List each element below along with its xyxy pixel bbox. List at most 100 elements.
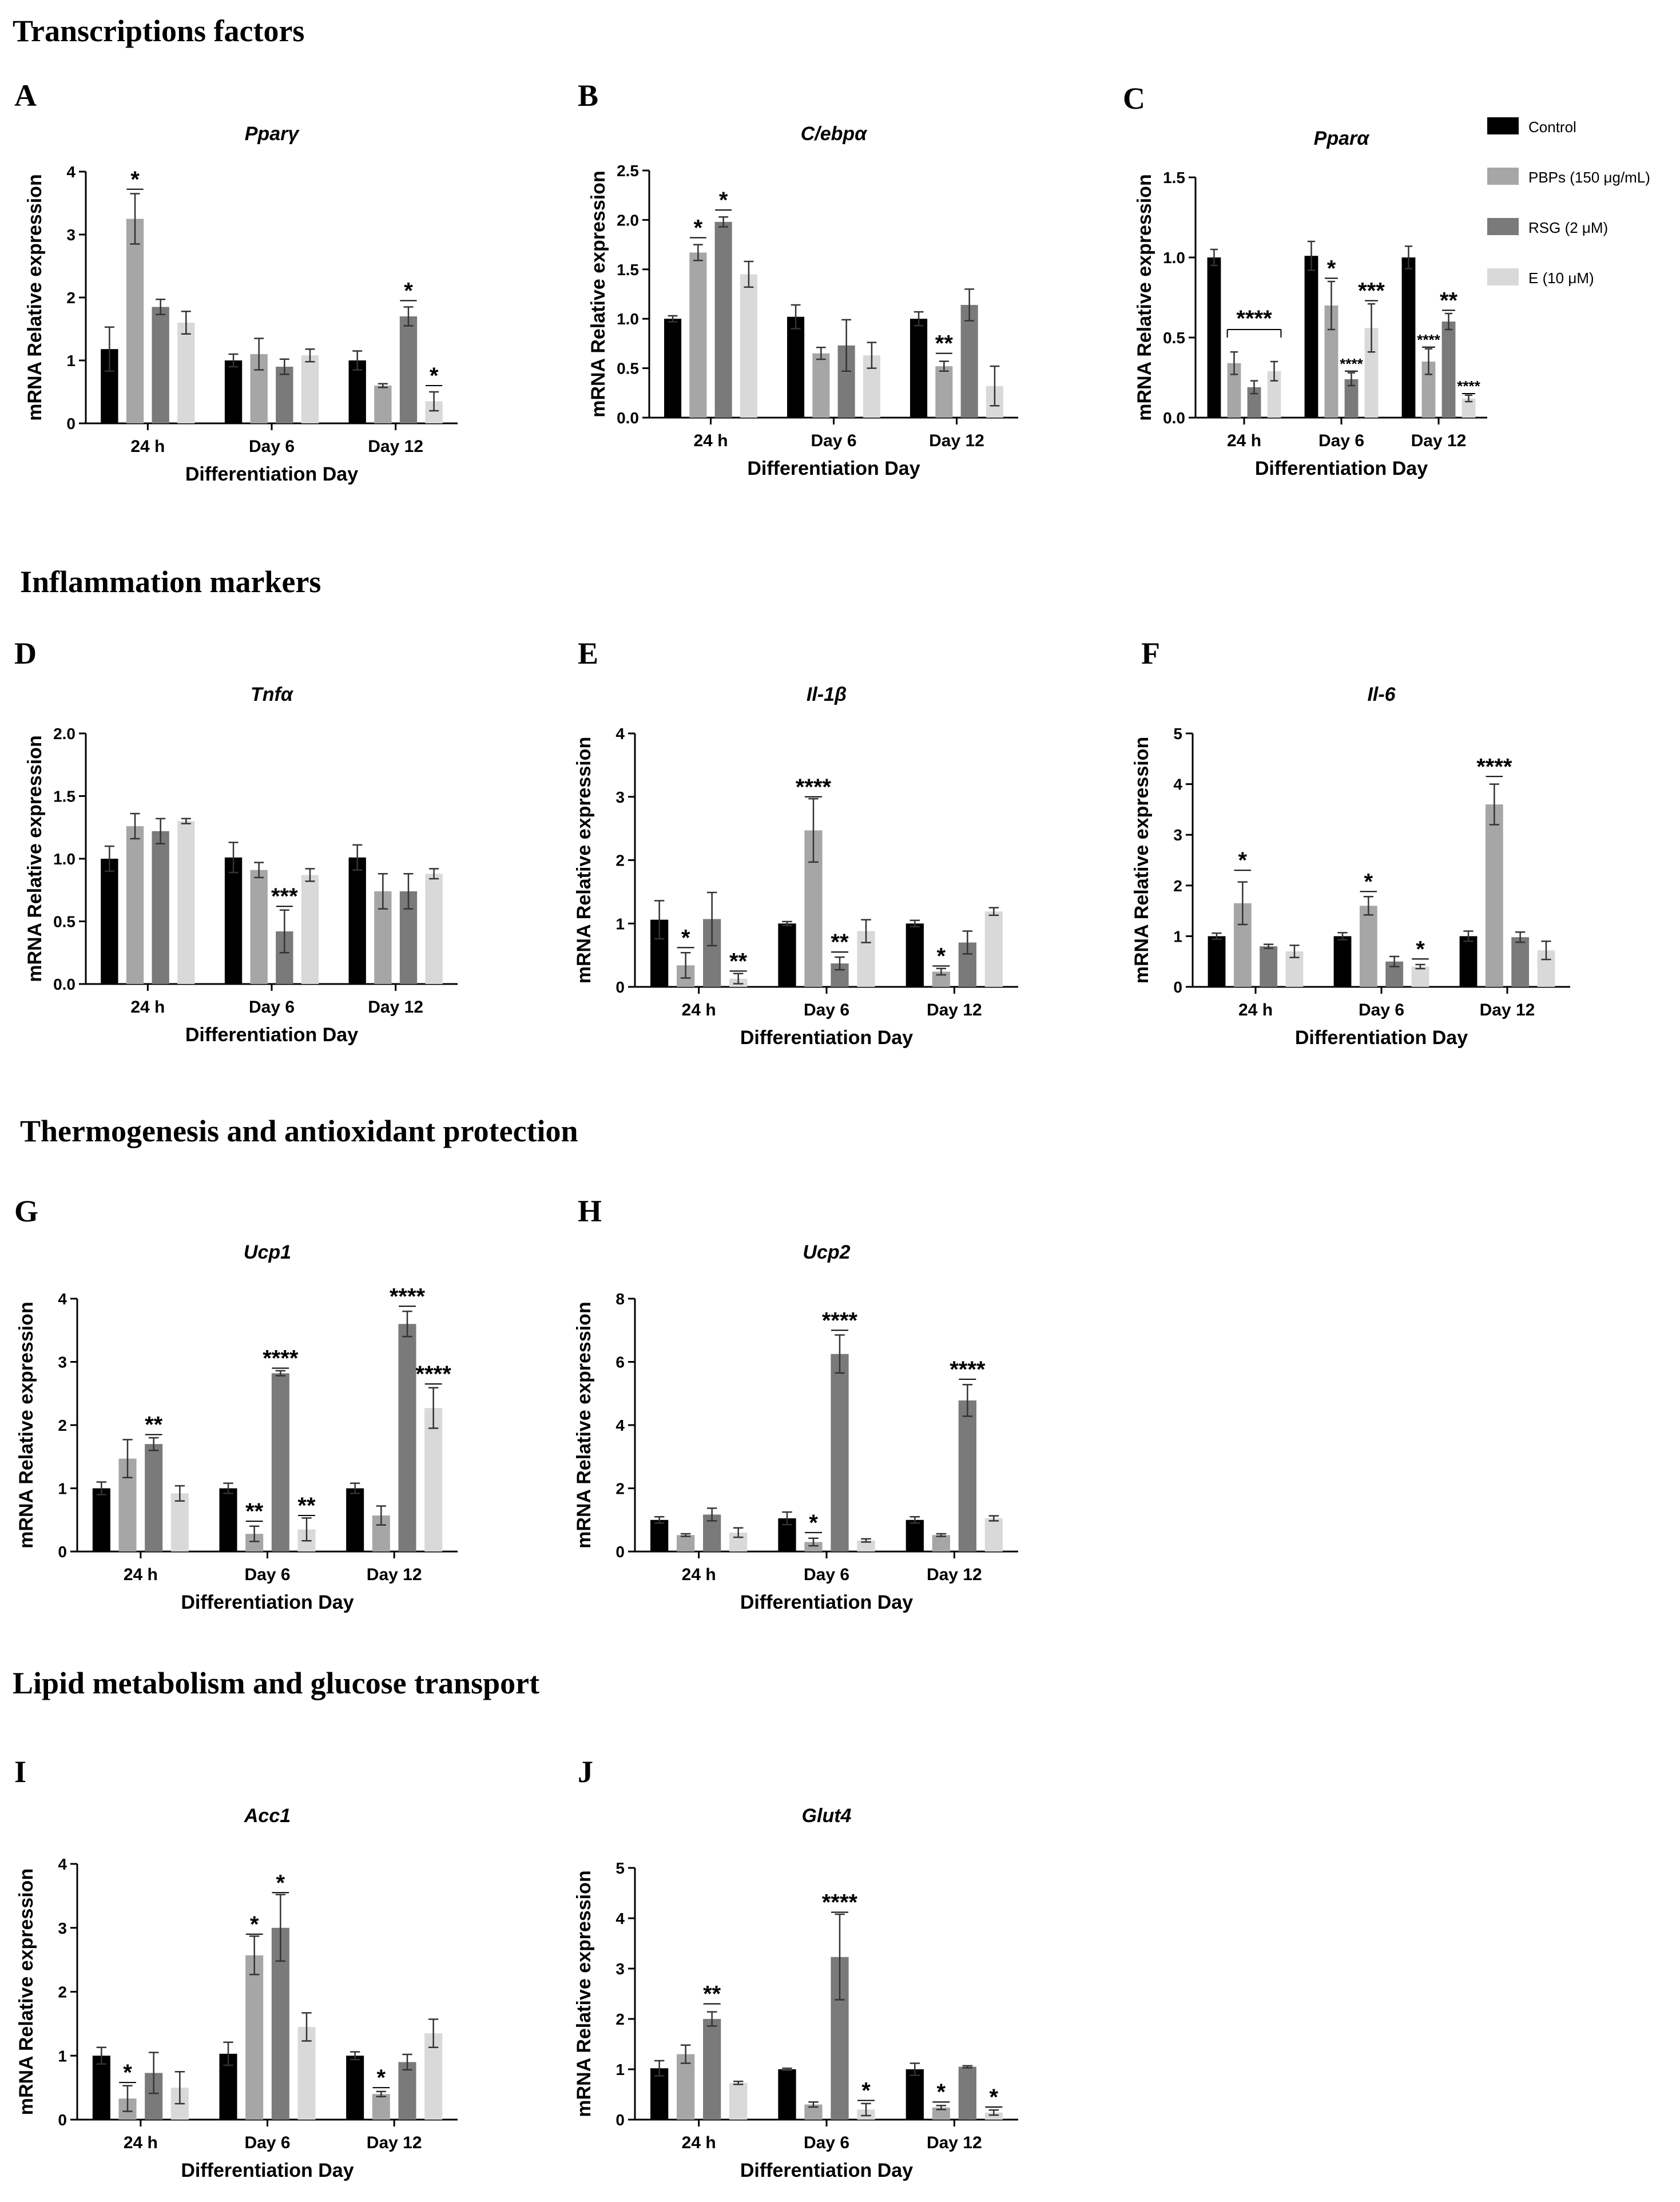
y-tick-label: 0.5 [1163,329,1185,347]
panel-F: F Il-6 0 1 2 3 4 5 mRNA Relative expression Diffe… [1131,636,1570,1049]
section-title-thermogenesis: Thermogenesis and antioxidant protection [20,1114,578,1148]
x-axis-title: Differentiation Day [740,2160,913,2181]
bar-control [92,2056,110,2120]
y-tick-label: 2.0 [617,211,639,229]
x-tick-label: Day 12 [368,998,423,1017]
x-tick-label: Day 6 [244,1565,290,1584]
x-tick-label: Day 6 [244,2133,290,2152]
sig-marker: * [694,216,703,241]
x-axis-title: Differentiation Day [740,1027,913,1049]
bar-e [729,2082,748,2120]
sig-marker: ** [145,1413,163,1438]
bar-rsg [398,2062,416,2120]
y-tick-label: 2 [615,2010,625,2028]
legend-label: PBPs (150 μg/mL) [1528,169,1650,186]
sig-marker: ** [245,1499,264,1524]
y-tick-label: 2 [66,289,76,307]
sig-marker: **** [822,1308,858,1333]
x-tick-label: Day 6 [249,998,295,1017]
legend-label: Control [1528,118,1576,136]
panel-title: Il-1β [807,684,847,705]
x-tick-label: Day 12 [367,2133,422,2152]
bar-rsg [1344,379,1359,418]
y-tick-label: 1 [1173,927,1182,945]
bar-control [1304,256,1318,418]
x-tick-label: 24 h [124,1565,158,1584]
bar-rsg [399,316,418,423]
bar-control [910,319,928,418]
bar-pbps [126,826,144,984]
x-tick-label: Day 6 [804,1001,849,1019]
sig-marker: **** [263,1346,299,1371]
bar-pbps [374,386,392,423]
bar-pbps [677,2054,695,2120]
bar-rsg [398,1324,416,1552]
sig-marker: *** [1358,279,1385,304]
y-tick-label: 2 [615,1480,625,1498]
sig-marker: ** [297,1493,316,1518]
x-axis-title: Differentiation Day [181,2160,354,2181]
x-axis-title: Differentiation Day [185,1024,358,1046]
sig-marker: **** [1236,306,1272,331]
bar-rsg [1247,387,1261,418]
panel-letter: J [578,1755,593,1789]
bar-rsg [960,305,978,418]
bar-control [1208,936,1226,987]
y-tick-label: 1.0 [617,310,639,328]
sig-marker: * [1327,256,1336,281]
bar-pbps [935,366,953,418]
bar-pbps [245,1955,264,2120]
bar-pbps [372,2094,390,2120]
bar-e [1461,398,1476,418]
x-tick-label: 24 h [124,2133,158,2152]
y-tick-label: 3 [66,226,76,244]
sig-marker: * [377,2065,386,2090]
panel-letter: H [578,1194,602,1228]
bar-e [170,1493,189,1552]
bar-rsg [276,367,293,423]
panel-title: Il-6 [1367,684,1396,705]
x-tick-label: 24 h [130,998,165,1017]
bar-pbps [1485,804,1503,987]
y-tick-label: 1 [58,1480,67,1498]
y-tick-label: 4 [58,1290,67,1308]
sig-marker: * [276,1870,285,1895]
section-title-lipid: Lipid metabolism and glucose transport [13,1666,539,1700]
y-axis-title: mRNA Relative expression [24,174,46,420]
legend-swatch [1487,117,1519,134]
section-title-transcription: Transcriptions factors [13,14,304,48]
x-tick-label: Day 12 [368,437,423,456]
bar-pbps [1227,363,1241,418]
bar-pbps [932,2107,950,2120]
bar-e [984,2112,1003,2120]
y-tick-label: 1 [58,2047,67,2065]
panel-J: J Glut4 0 1 2 3 4 5 mRNA Relative expression Diff… [573,1755,1018,2181]
panel-letter: B [578,78,598,113]
x-tick-label: 24 h [682,1001,716,1019]
bar-pbps [126,219,144,423]
legend: Control PBPs (150 μg/mL) RSG (2 μM) E (10 μ… [1487,117,1650,287]
bar-e [740,274,757,418]
bar-e [301,355,319,423]
y-tick-label: 1 [615,2061,625,2078]
panel-G: G Ucp1 0 1 2 3 4 mRNA Relative expression Differ… [14,1194,458,1613]
panel-letter: F [1141,636,1160,670]
sig-marker: **** [822,1890,858,1915]
bar-control [778,2069,796,2120]
bar-control [1401,257,1416,418]
y-axis-title: mRNA Relative expression [1134,174,1155,420]
panel-C: C Pparα 0.0 0.5 1.0 1.5 mRNA Relative expressi… [1123,81,1487,479]
y-tick-label: 4 [66,163,76,181]
y-tick-label: 2.5 [617,162,639,180]
panel-A: A Pparγ 0 1 2 3 4 mRNA Relative expression Diffe… [14,78,458,485]
sig-marker: **** [1417,331,1440,348]
legend-label: E (10 μM) [1528,269,1594,287]
y-tick-label: 2 [1173,877,1182,895]
x-tick-label: Day 12 [927,2133,982,2152]
x-tick-label: Day 6 [811,431,856,450]
panel-title: Pparγ [245,123,300,145]
sig-marker: * [404,279,413,304]
sig-marker: * [1416,937,1425,962]
bar-pbps [689,252,707,418]
bar-e [297,2026,316,2120]
